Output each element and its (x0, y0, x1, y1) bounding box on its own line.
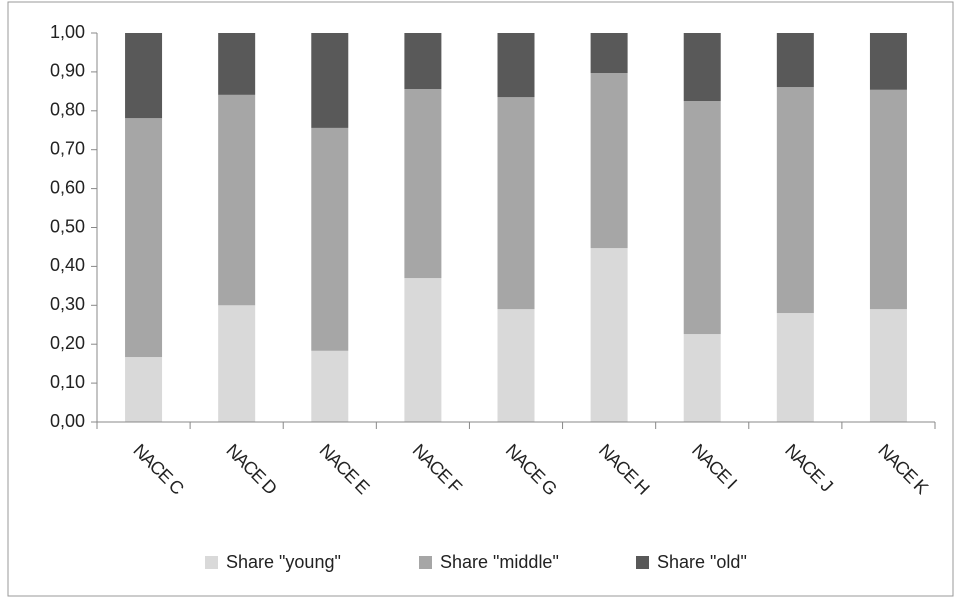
bar-segment (311, 127, 349, 351)
bar-segment (683, 101, 721, 335)
bar-segment (218, 94, 256, 306)
legend-label: Share "middle" (440, 552, 559, 572)
y-tick-label: 0,70 (50, 138, 85, 158)
bar-segment (218, 33, 256, 95)
legend-label: Share "young" (226, 552, 341, 572)
bar-segment (683, 33, 721, 102)
y-tick-label: 0,00 (50, 411, 85, 431)
y-tick-label: 0,30 (50, 294, 85, 314)
bar-segment (590, 33, 628, 74)
bar-segment (776, 87, 814, 314)
legend-swatch (205, 556, 218, 569)
y-tick-label: 0,20 (50, 333, 85, 353)
y-tick-label: 0,40 (50, 255, 85, 275)
bar-segment (776, 33, 814, 88)
bar-segment (497, 33, 535, 98)
bar-segment (869, 309, 907, 422)
bar-segment (683, 334, 721, 422)
bar-segment (404, 89, 442, 279)
bar-segment (869, 33, 907, 90)
y-tick-label: 0,50 (50, 216, 85, 236)
bar-segment (776, 313, 814, 422)
bar-segment (311, 33, 349, 128)
bar-segment (869, 89, 907, 310)
bar-segment (404, 278, 442, 422)
legend-label: Share "old" (657, 552, 747, 572)
bar-segment (125, 33, 163, 119)
bar-segment (590, 73, 628, 249)
bar-segment (497, 309, 535, 422)
y-tick-label: 1,00 (50, 22, 85, 42)
legend-swatch (419, 556, 432, 569)
bar-segment (311, 350, 349, 422)
bar-segment (497, 97, 535, 310)
bar-segment (125, 118, 163, 358)
y-tick-label: 0,60 (50, 177, 85, 197)
legend-swatch (636, 556, 649, 569)
y-tick-label: 0,90 (50, 61, 85, 81)
bar-segment (125, 357, 163, 422)
y-tick-label: 0,10 (50, 372, 85, 392)
y-tick-label: 0,80 (50, 100, 85, 120)
bar-segment (404, 33, 442, 90)
bar-segment (218, 305, 256, 422)
bar-segment (590, 248, 628, 422)
